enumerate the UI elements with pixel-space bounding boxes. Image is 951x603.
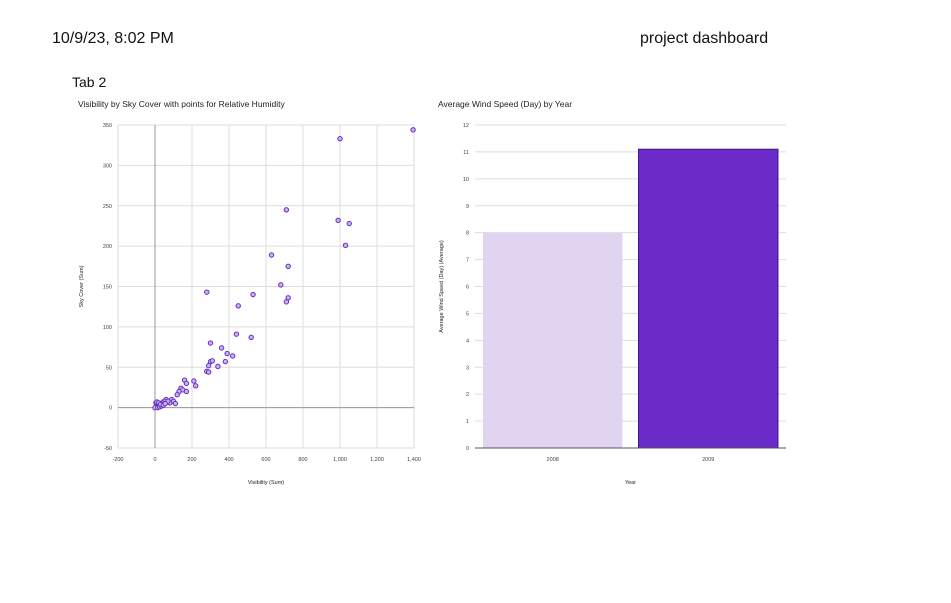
- scatter-y-tick-label: 150: [103, 285, 112, 291]
- scatter-point: [233, 331, 240, 337]
- bar-y-axis-label: Average Wind Speed (Day) (Average): [439, 240, 445, 333]
- scatter-point: [335, 217, 341, 223]
- scatter-point: [235, 303, 241, 309]
- scatter-point: [162, 400, 168, 407]
- tab-label[interactable]: Tab 2: [72, 74, 107, 90]
- bar-y-tick-label: 5: [466, 311, 469, 317]
- scatter-point: [283, 299, 290, 305]
- scatter-x-tick-label: 200: [187, 457, 196, 463]
- bar-y-tick-label: 9: [466, 204, 469, 210]
- scatter-point: [337, 136, 343, 142]
- bar-y-tick-label: 3: [466, 365, 469, 371]
- scatter-point: [218, 345, 225, 351]
- bar-2009: [638, 148, 779, 449]
- bar-y-tick-label: 0: [466, 446, 469, 452]
- bar-y-tick-label: 12: [463, 123, 469, 129]
- scatter-x-tick-label: 600: [261, 457, 270, 463]
- scatter-y-axis-label: Sky Cover (Sum): [79, 265, 85, 307]
- scatter-point: [191, 378, 197, 384]
- scatter-y-tick-label: 350: [103, 123, 112, 129]
- bar-x-axis-label: Year: [625, 480, 636, 486]
- scatter-point: [250, 291, 256, 298]
- bar-x-tick-label: 2009: [702, 457, 714, 463]
- scatter-x-tick-label: 400: [224, 457, 233, 463]
- bar-y-tick-label: 7: [466, 258, 469, 264]
- scatter-point: [346, 220, 352, 227]
- scatter-point: [278, 282, 284, 288]
- bar-2008: [483, 232, 623, 448]
- scatter-x-tick-label: 800: [298, 457, 307, 463]
- scatter-point: [224, 350, 230, 357]
- scatter-chart-title: Visibility by Sky Cover with points for …: [78, 99, 285, 109]
- bar-y-tick-label: 11: [463, 150, 469, 156]
- scatter-point: [222, 358, 229, 365]
- bar-y-tick-label: 2: [466, 392, 469, 398]
- scatter-y-tick-label: 100: [103, 325, 112, 331]
- scatter-y-tick-label: 200: [103, 244, 112, 250]
- scatter-point: [204, 289, 210, 295]
- bar-y-tick-label: 1: [466, 419, 469, 425]
- bar-y-tick-label: 10: [463, 177, 469, 183]
- scatter-point: [172, 400, 179, 407]
- scatter-point: [410, 127, 416, 133]
- report-datetime: 10/9/23, 8:02 PM: [52, 30, 174, 47]
- scatter-point: [209, 358, 216, 364]
- scatter-point: [248, 334, 254, 341]
- bar-chart-title: Average Wind Speed (Day) by Year: [438, 99, 573, 109]
- bar-y-tick-label: 4: [466, 338, 469, 344]
- scatter-point: [183, 380, 190, 387]
- bar-x-tick-label: 2008: [547, 457, 559, 463]
- scatter-point: [174, 392, 180, 398]
- scatter-point: [268, 252, 275, 258]
- scatter-x-tick-label: 1,000: [333, 457, 347, 463]
- scatter-point: [205, 369, 212, 375]
- scatter-y-tick-label: 0: [109, 406, 112, 412]
- scatter-point: [207, 340, 214, 346]
- scatter-point: [230, 353, 236, 359]
- dashboard-title: project dashboard: [640, 30, 769, 47]
- scatter-point: [193, 383, 199, 389]
- scatter-y-tick-label: 50: [106, 365, 112, 371]
- scatter-x-tick-label: -200: [112, 457, 123, 463]
- bar-y-tick-label: 8: [466, 231, 469, 237]
- scatter-point: [205, 362, 212, 369]
- scatter-x-tick-label: 1,200: [370, 457, 384, 463]
- scatter-point: [183, 388, 190, 395]
- scatter-y-tick-label: -50: [104, 446, 112, 452]
- scatter-point: [215, 363, 221, 370]
- scatter-point: [283, 207, 290, 213]
- scatter-x-tick-label: 0: [153, 457, 156, 463]
- scatter-y-tick-label: 300: [103, 163, 112, 169]
- scatter-point: [285, 263, 291, 270]
- scatter-x-axis-label: Visibility (Sum): [248, 480, 284, 486]
- scatter-x-tick-label: 1,400: [407, 457, 421, 463]
- scatter-y-tick-label: 250: [103, 204, 112, 210]
- bar-y-tick-label: 6: [466, 285, 469, 291]
- scatter-point: [342, 242, 349, 249]
